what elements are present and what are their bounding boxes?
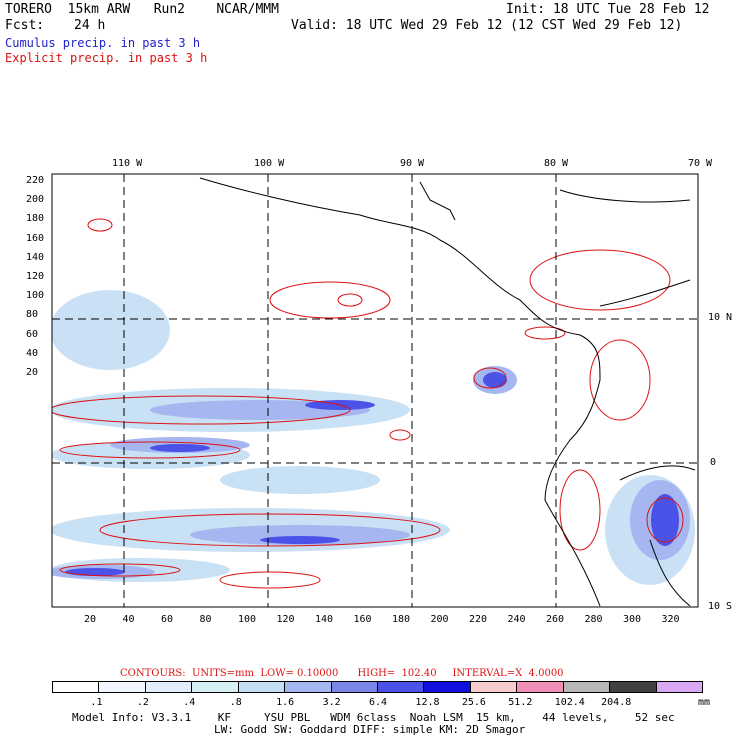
valid-time: Valid: 18 UTC Wed 29 Feb 12 (12 CST Wed …	[291, 18, 683, 33]
lat-label-0: 0	[710, 457, 717, 468]
colorbar-swatch	[284, 681, 332, 693]
y-tick-label: 60	[26, 328, 39, 340]
x-tick-label: 320	[661, 614, 680, 625]
colorbar-swatch	[144, 681, 193, 693]
lon-label-70w: 70 W	[688, 158, 713, 169]
x-tick-label: 80	[199, 614, 212, 625]
colorbar-swatch	[655, 681, 703, 693]
colorbar-label: 1.6	[276, 697, 295, 708]
colorbar-swatch	[562, 681, 611, 693]
colorbar-swatch	[52, 681, 100, 693]
model-physics: LW: Godd SW: Goddard DIFF: simple KM: 2D…	[214, 723, 526, 736]
model-title: TORERO 15km ARW Run2 NCAR/MMM	[5, 2, 279, 17]
contours-info: CONTOURS: UNITS=mm LOW= 0.10000 HIGH= 10…	[120, 668, 564, 679]
colorbar-swatch	[423, 681, 471, 693]
y-tick-label: 160	[26, 232, 45, 244]
cumulus-legend-text: Cumulus precip. in past 3 h	[5, 36, 201, 50]
x-tick-label: 100	[238, 614, 257, 625]
x-tick-label: 200	[430, 614, 449, 625]
colorbar-label: 25.6	[461, 697, 486, 708]
x-tick-label: 260	[546, 614, 565, 625]
y-tick-label: 200	[26, 194, 45, 206]
colorbar-unit: mm	[698, 697, 711, 708]
colorbar-label: 6.4	[369, 697, 388, 708]
lon-label-110w: 110 W	[112, 158, 143, 169]
y-tick-label: 120	[26, 271, 45, 282]
explicit-legend-text: Explicit precip. in past 3 h	[5, 51, 208, 65]
y-tick-label: 220	[26, 175, 45, 186]
x-tick-label: 240	[507, 614, 526, 625]
colorbar-swatch	[237, 681, 286, 693]
colorbar-label: 3.2	[322, 697, 341, 708]
x-tick-label: 220	[469, 614, 488, 625]
x-tick-label: 40	[122, 614, 135, 625]
colorbar-swatch	[609, 681, 657, 693]
colorbar-swatch	[516, 681, 564, 693]
colorbar-swatch	[377, 681, 425, 693]
y-tick-label: 20	[26, 367, 39, 378]
colorbar-label: 102.4	[554, 697, 585, 708]
x-tick-label: 180	[392, 614, 411, 625]
x-tick-label: 280	[584, 614, 603, 625]
init-time: Init: 18 UTC Tue 28 Feb 12	[506, 2, 710, 17]
colorbar-swatch	[191, 681, 239, 693]
colorbar-label: 204.8	[601, 697, 632, 708]
x-tick-label: 60	[161, 614, 174, 625]
forecast-value: 24 h	[74, 18, 106, 33]
colorbar-label: .8	[229, 697, 242, 708]
x-tick-label: 160	[353, 614, 372, 625]
model-info: Model Info: V3.3.1 KF YSU PBL WDM 6class…	[72, 711, 675, 724]
lat-label-10n: 10 N	[708, 312, 733, 323]
colorbar-label: 12.8	[415, 697, 440, 708]
precip-fields	[52, 174, 698, 607]
lon-label-90w: 90 W	[400, 158, 425, 169]
x-tick-label: 20	[84, 614, 97, 625]
colorbar-swatch	[98, 681, 146, 693]
colorbar-label: 51.2	[508, 697, 533, 708]
forecast-label: Fcst:	[5, 18, 45, 33]
lon-label-100w: 100 W	[254, 158, 285, 169]
colorbar-swatch	[469, 681, 518, 693]
colorbar-swatch	[330, 681, 378, 693]
y-tick-label: 80	[26, 309, 39, 321]
x-tick-label: 140	[315, 614, 334, 625]
y-tick-label: 180	[26, 213, 45, 225]
x-tick-label: 300	[623, 614, 642, 625]
colorbar-label: .2	[136, 697, 149, 708]
lon-label-80w: 80 W	[544, 158, 569, 169]
colorbar-label: .4	[183, 697, 196, 708]
y-tick-label: 140	[26, 251, 45, 263]
lat-label-10s: 10 S	[708, 601, 733, 612]
y-tick-label: 100	[26, 290, 45, 302]
x-tick-label: 120	[276, 614, 295, 625]
y-tick-label: 40	[26, 347, 39, 359]
colorbar-label: .1	[90, 697, 103, 708]
